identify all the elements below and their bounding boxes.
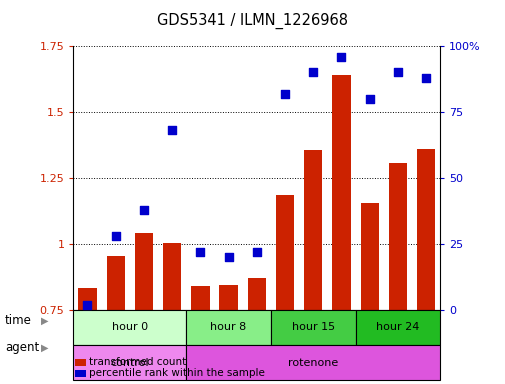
Text: ▶: ▶ bbox=[40, 316, 48, 326]
Text: hour 15: hour 15 bbox=[291, 323, 334, 333]
Text: GDS5341 / ILMN_1226968: GDS5341 / ILMN_1226968 bbox=[157, 13, 348, 29]
Text: control: control bbox=[110, 358, 149, 367]
Bar bbox=[78, 288, 96, 310]
Bar bbox=[186, 310, 270, 345]
Bar bbox=[247, 278, 266, 310]
Text: ▶: ▶ bbox=[40, 343, 48, 353]
Bar bbox=[388, 164, 406, 310]
Bar bbox=[275, 195, 293, 310]
Point bbox=[337, 53, 345, 60]
Point bbox=[196, 249, 204, 255]
Bar bbox=[73, 310, 186, 345]
Point bbox=[252, 249, 261, 255]
Text: rotenone: rotenone bbox=[287, 358, 338, 367]
Point bbox=[280, 91, 288, 97]
Bar bbox=[134, 233, 153, 310]
Bar bbox=[73, 345, 186, 380]
Point bbox=[139, 207, 147, 213]
Point bbox=[83, 301, 91, 308]
Bar bbox=[270, 310, 355, 345]
Text: agent: agent bbox=[5, 341, 39, 354]
Bar bbox=[304, 150, 322, 310]
Point bbox=[224, 254, 232, 260]
Point bbox=[309, 70, 317, 76]
Bar bbox=[416, 149, 434, 310]
Bar bbox=[186, 345, 439, 380]
Text: transformed count: transformed count bbox=[89, 358, 186, 367]
Point bbox=[168, 127, 176, 134]
Text: hour 0: hour 0 bbox=[112, 323, 147, 333]
Point bbox=[393, 70, 401, 76]
Bar bbox=[191, 286, 209, 310]
Point bbox=[112, 233, 120, 239]
Bar bbox=[332, 75, 350, 310]
Text: hour 8: hour 8 bbox=[210, 323, 246, 333]
Bar bbox=[355, 310, 439, 345]
Bar bbox=[360, 203, 378, 310]
Text: time: time bbox=[5, 314, 32, 327]
Point bbox=[365, 96, 373, 102]
Bar bbox=[163, 243, 181, 310]
Point bbox=[421, 74, 429, 81]
Text: percentile rank within the sample: percentile rank within the sample bbox=[89, 368, 265, 378]
Text: hour 24: hour 24 bbox=[375, 323, 419, 333]
Bar bbox=[107, 256, 125, 310]
Bar bbox=[219, 285, 237, 310]
